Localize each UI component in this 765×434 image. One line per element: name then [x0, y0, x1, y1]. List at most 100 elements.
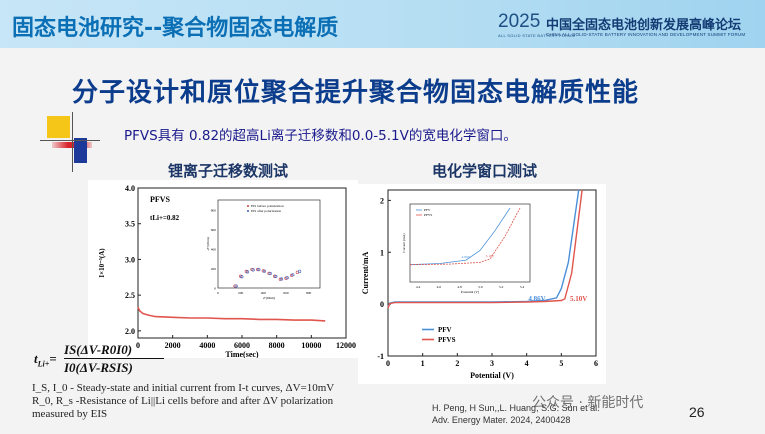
inset-legend-label: PFVS: [424, 213, 432, 217]
watermark: 公众号 · 新能时代: [532, 395, 644, 411]
inset-x-tick-label: 800: [306, 291, 312, 295]
inset-x-tick-label: 4.8: [457, 285, 462, 289]
inset-x-tick-label: 400: [261, 291, 267, 295]
forum-title: 中国全固态电池创新发展高峰论坛: [546, 18, 742, 33]
decor-line-h: [40, 140, 100, 141]
left-panel-title: 锂离子迁移数测试: [168, 162, 289, 180]
inset-onset-pfvs: 5.10V: [486, 254, 495, 258]
x-tick-label: 0: [386, 359, 390, 368]
y-tick-label: 3.5: [125, 220, 135, 229]
inset-legend-marker: [247, 210, 249, 212]
inset-y-tick-label: 200: [211, 267, 217, 271]
inset-point-after: [240, 275, 244, 279]
inset-x-tick-label: 4.6: [437, 285, 442, 289]
inset-y-tick-label: 800: [211, 208, 217, 212]
citation-line-2: Adv. Energy Mater. 2024, 2400428: [432, 415, 571, 425]
onset-label-pfv: 4.86V: [528, 295, 545, 303]
x-tick-label: 6: [594, 359, 598, 368]
y-tick-label: 4.0: [125, 184, 135, 193]
y-tick-label: 2.0: [125, 327, 135, 336]
y-axis-label: I×10⁻⁵(A): [98, 248, 106, 278]
y-axis-label: Current/mA: [361, 252, 370, 295]
y-tick-label: 2.5: [125, 291, 135, 300]
inset-legend-label: EIS before polarization: [251, 204, 284, 208]
inset-y-axis-label: -Z''(Ohm): [206, 236, 210, 251]
inset-x-tick-label: 5.2: [499, 285, 504, 289]
x-tick-label: 5: [559, 359, 563, 368]
lsv-figure: 0 1 2 3 4 5 6 -1 0 1 2 Potential (V) Current/mA 4.86V…: [358, 184, 606, 384]
inset-x-tick-label: 600: [283, 291, 289, 295]
panel-sample-label: PFVS: [150, 195, 171, 204]
inset-point-after: [257, 268, 261, 272]
inset-point-after: [251, 268, 255, 272]
y-tick-label: 0: [380, 300, 384, 309]
inset-point-after: [268, 271, 272, 276]
inset-point-after: [234, 284, 238, 288]
y-tick-label: 2: [380, 196, 384, 205]
forum-sub: ALL SOLID STATE BATTERY FORUM: [498, 33, 576, 38]
inset-point-after: [291, 273, 295, 277]
inset-point-after: [285, 276, 289, 280]
onset-label-pfvs: 5.10V: [570, 295, 587, 303]
x-tick-label: 8000: [269, 341, 285, 350]
forum-en: CHINA ALL-SOLID-STATE BATTERY INNOVATION…: [546, 32, 746, 37]
current-time-chart: 0 2000 4000 6000 8000 10000 120002.02.53.03.54…: [98, 184, 356, 359]
inset-x-tick-label: 5.0: [478, 285, 483, 289]
inset-point-after: [262, 269, 267, 273]
x-tick-label: 0: [136, 341, 140, 350]
page-number: 26: [689, 404, 705, 420]
y-tick-label: 1: [380, 248, 384, 257]
formula-numerator: IS(ΔV-R0I0): [64, 342, 133, 357]
note-line-3: measured by EIS: [32, 408, 108, 420]
inset-point-after: [279, 277, 284, 281]
x-axis-label: Potential (V): [470, 371, 514, 380]
x-tick-label: 6000: [234, 341, 250, 350]
citation-line-1: H. Peng, H Sun,,L. Huang, S.G. Sun et al…: [432, 403, 600, 413]
formula-fraction-bar: [64, 358, 164, 359]
right-panel-title: 电化学窗口测试: [432, 162, 538, 180]
inset-x-tick-label: 4.4: [416, 285, 421, 289]
citation: H. Peng, H Sun,,L. Huang, S.G. Sun et al…: [432, 402, 600, 426]
y-tick-label: 3.0: [125, 255, 135, 264]
x-tick-label: 1: [421, 359, 425, 368]
inset-legend-label: EIS after polarization: [251, 209, 281, 213]
inset-legend-marker: [247, 205, 249, 207]
decor-blue-square: [74, 138, 87, 163]
inset-y-tick-label: 600: [211, 228, 217, 232]
inset-point-before: [233, 284, 237, 288]
x-tick-label: 2000: [165, 341, 181, 350]
slide-header: 固态电池研究--聚合物固态电解质 2025 ALL SOLID STATE BA…: [0, 0, 765, 48]
note-line-1: I_S, I_0 - Steady-state and initial curr…: [32, 382, 335, 394]
inset-legend-label: PFV: [424, 208, 431, 212]
x-axis-label: Time(sec): [225, 350, 259, 358]
inset-x-tick-label: 5.4: [520, 285, 525, 289]
y-tick-label: -1: [377, 352, 384, 361]
inset-frame: [409, 203, 531, 283]
x-tick-label: 12000: [336, 341, 356, 350]
x-tick-label: 4000: [199, 341, 215, 350]
legend-label: PFV: [438, 326, 452, 334]
inset-onset-pfv: 4.86V: [462, 255, 471, 259]
inset-y-axis-label: Current (mA): [402, 233, 406, 253]
slide-title: 分子设计和原位聚合提升聚合物固态电解质性能: [72, 78, 640, 108]
inset-x-axis-label: Z'(Ohm): [263, 296, 276, 300]
legend-label: PFVS: [438, 336, 456, 344]
x-tick-label: 4: [525, 359, 529, 368]
inset-y-tick-label: 0: [214, 287, 216, 291]
series-line-pfvs: [387, 189, 583, 309]
slide-subtitle: PFVS具有 0.82的超高Li离子迁移数和0.0-5.1V的宽电化学窗口。: [124, 128, 517, 144]
x-tick-label: 2: [455, 359, 459, 368]
current-time-figure: 0 2000 4000 6000 8000 10000 12000 2.0 2.5 3.0 3.5 4…: [88, 180, 358, 359]
inset-point-after: [298, 269, 302, 273]
decor-line-v: [72, 112, 73, 172]
inset-point-after: [245, 270, 250, 274]
x-tick-label: 3: [490, 359, 494, 368]
inset-point-after: [274, 274, 278, 279]
formula-denominator: I0(ΔV-RSIS): [64, 360, 133, 375]
inset-line-pfv: [409, 207, 511, 266]
decor-yellow-square: [47, 116, 70, 138]
note-line-2: R_0, R_s -Resistance of Li||Li cells bef…: [32, 395, 334, 407]
inset-x-tick-label: 200: [238, 291, 244, 295]
header-title: 固态电池研究--聚合物固态电解质: [12, 16, 339, 41]
forum-year: 2025: [498, 11, 541, 32]
